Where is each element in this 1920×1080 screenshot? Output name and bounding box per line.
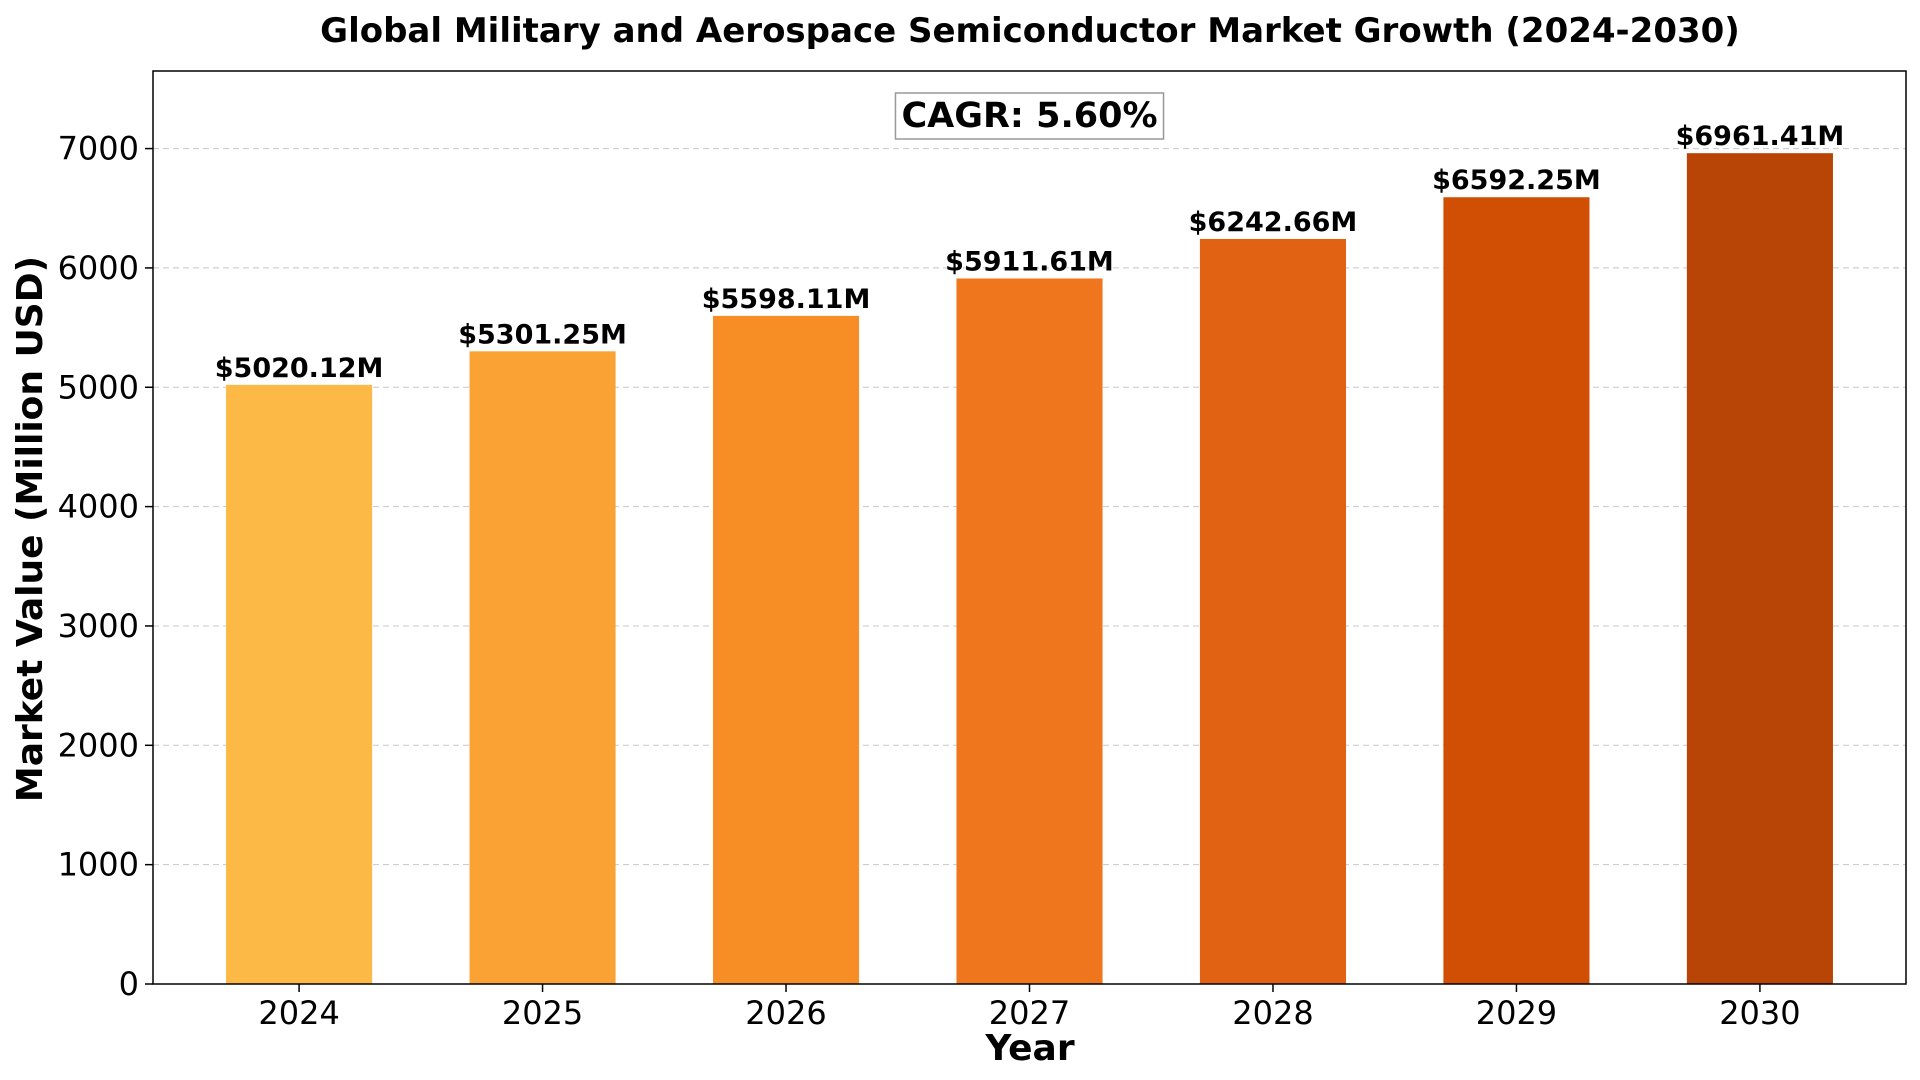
bars <box>226 153 1833 985</box>
y-tick-label: 4000 <box>58 488 139 526</box>
y-tick-label: 7000 <box>58 130 139 168</box>
y-tick-label: 6000 <box>58 249 139 287</box>
x-axis-ticks: 2024 2025 2026 2027 2028 2029 2030 <box>258 984 1801 1032</box>
data-label-2029: $6592.25M <box>1432 165 1601 196</box>
data-label-2028: $6242.66M <box>1189 207 1358 238</box>
bar-2025 <box>469 351 616 984</box>
y-axis-label: Market Value (Million USD) <box>10 256 51 802</box>
data-label-2027: $5911.61M <box>945 246 1114 277</box>
data-labels: $5020.12M $5301.25M $5598.11M $5911.61M $624… <box>215 121 1844 384</box>
x-tick-label-2025: 2025 <box>502 994 583 1032</box>
bar-2026 <box>712 315 860 984</box>
x-tick-label-2026: 2026 <box>745 994 826 1032</box>
x-tick-label-2028: 2028 <box>1232 994 1313 1032</box>
bar-2029 <box>1443 197 1590 985</box>
data-label-2030: $6961.41M <box>1676 121 1845 152</box>
cagr-annotation: CAGR: 5.60% <box>894 92 1165 140</box>
data-label-2025: $5301.25M <box>458 319 627 350</box>
bar-2027 <box>956 278 1103 985</box>
bar-2028 <box>1199 238 1347 985</box>
y-tick-label: 2000 <box>58 726 139 764</box>
cagr-annotation-box <box>894 92 1165 140</box>
x-tick-label-2027: 2027 <box>989 994 1070 1032</box>
x-tick-label-2029: 2029 <box>1476 994 1557 1032</box>
data-label-2024: $5020.12M <box>215 353 384 384</box>
bar-2024 <box>226 384 373 985</box>
y-axis-ticks: 0 1000 2000 3000 4000 5000 6000 7000 <box>58 130 153 1003</box>
y-tick-label: 5000 <box>58 368 139 406</box>
grid-lines <box>153 148 1906 866</box>
cagr-annotation-text: CAGR: 5.60% <box>901 96 1157 136</box>
x-tick-label-2024: 2024 <box>258 994 339 1032</box>
x-axis-label: Year <box>984 1028 1074 1069</box>
y-tick-label: 3000 <box>58 607 139 645</box>
y-tick-label: 0 <box>119 965 139 1003</box>
data-label-2026: $5598.11M <box>702 284 871 315</box>
chart-title: Global Military and Aerospace Semiconduc… <box>320 11 1740 51</box>
y-tick-label: 1000 <box>58 846 139 884</box>
bar-2030 <box>1686 153 1833 985</box>
x-tick-label-2030: 2030 <box>1719 994 1800 1032</box>
